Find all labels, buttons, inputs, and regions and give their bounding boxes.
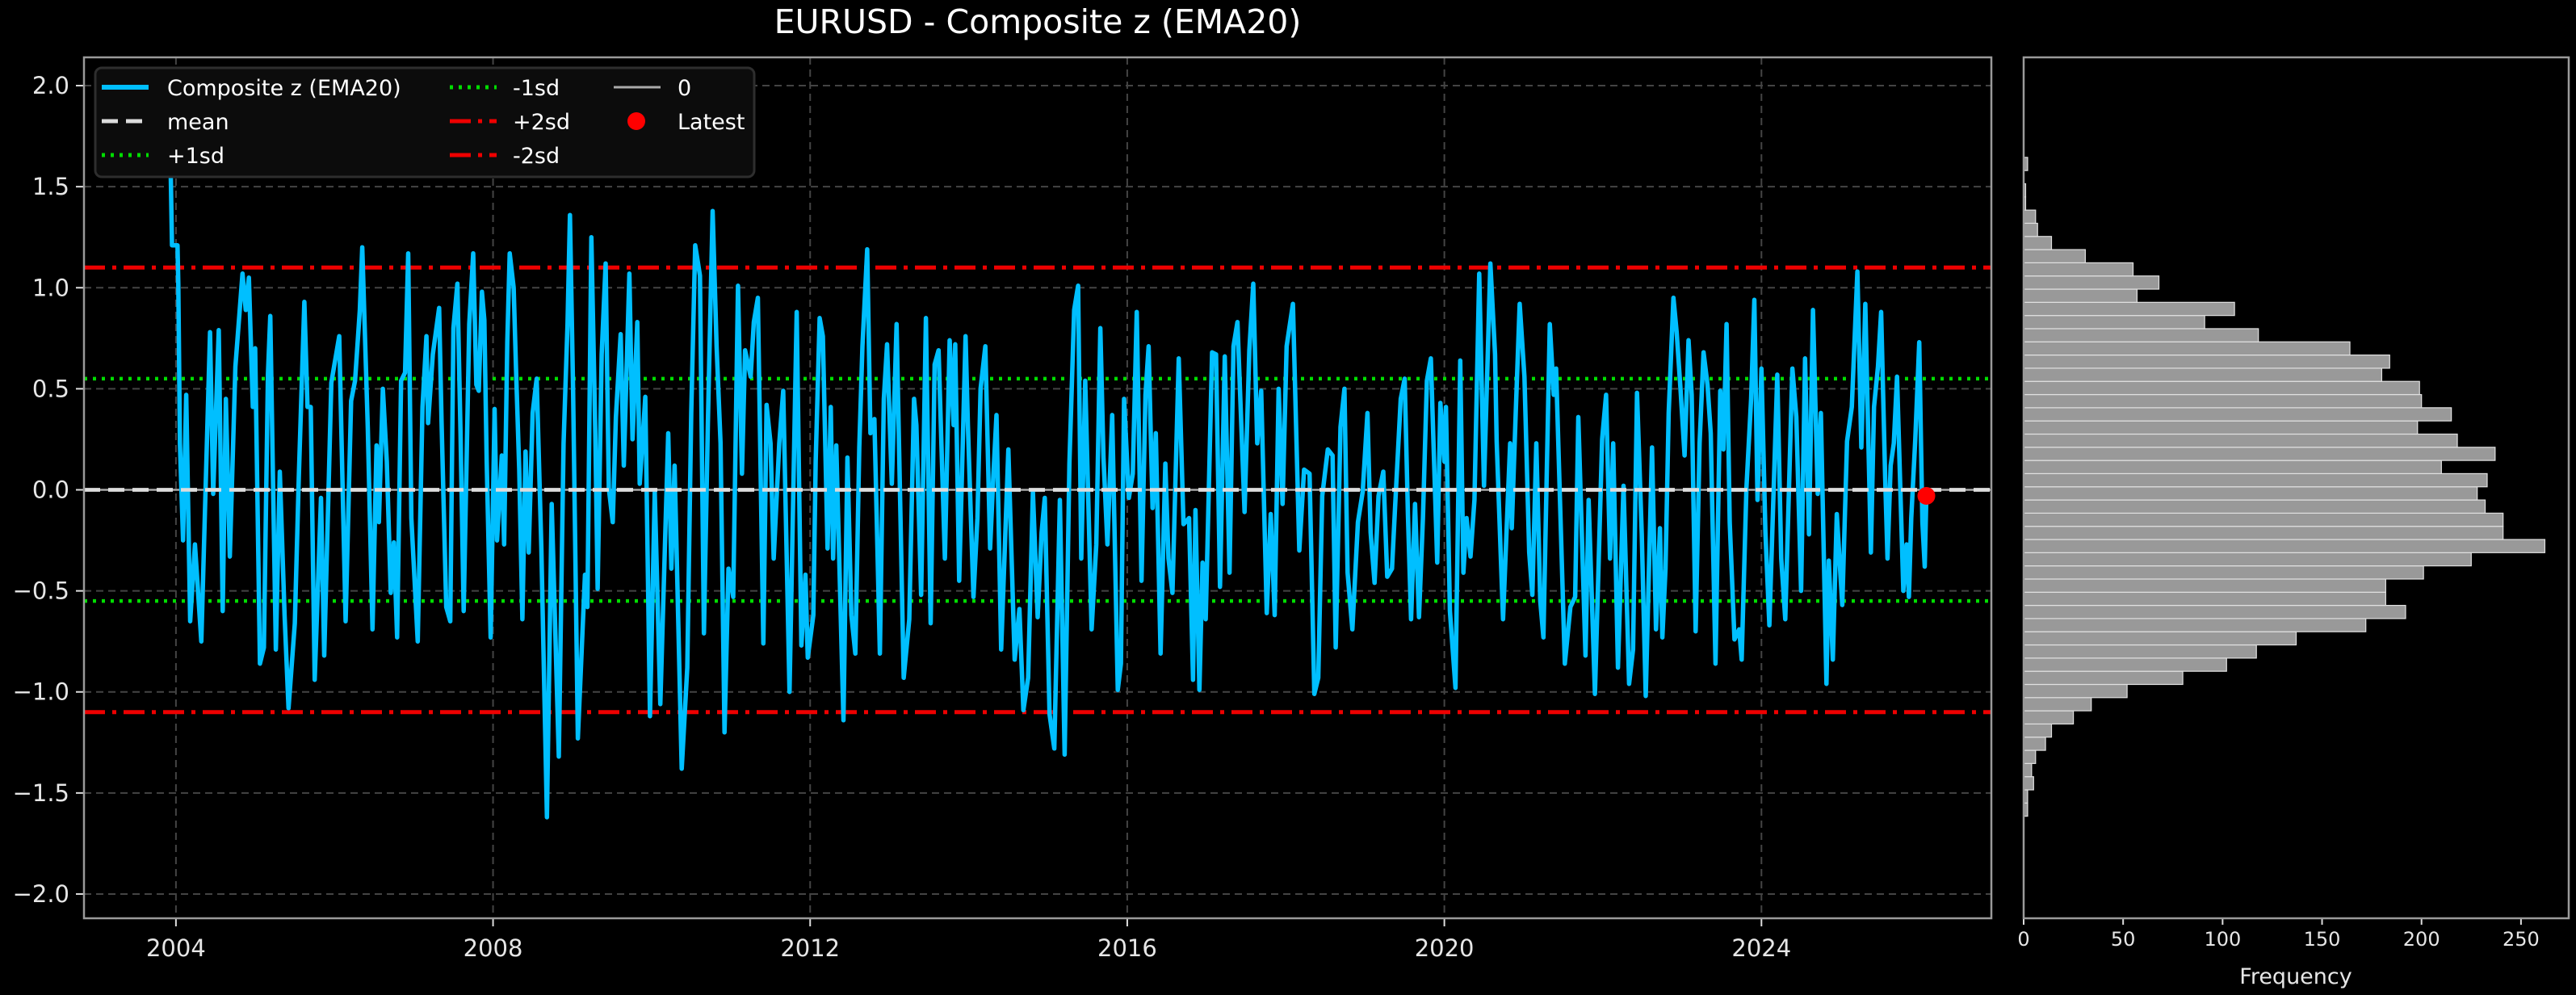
histogram-bar (2023, 236, 2053, 250)
chart-title: EURUSD - Composite z (EMA20) (774, 2, 1302, 41)
histogram-bar (2023, 749, 2037, 764)
histogram-bar (2023, 710, 2075, 725)
histogram-bar (2023, 433, 2458, 448)
histogram-bar (2023, 697, 2092, 712)
legend-item: +1sd (102, 144, 224, 169)
histogram-bar (2023, 604, 2406, 619)
histogram-bar (2023, 447, 2496, 461)
histogram-bar (2023, 539, 2546, 553)
histogram-bar (2023, 407, 2452, 422)
legend-marker-latest (627, 112, 645, 130)
legend-label: mean (167, 110, 229, 135)
legend-label: Latest (678, 110, 745, 135)
legend-item: -2sd (450, 144, 560, 169)
legend-item: Latest (627, 110, 745, 135)
histogram-bar (2023, 618, 2367, 632)
y-tick-label: 1.0 (32, 274, 69, 301)
legend-label: -2sd (513, 144, 560, 169)
histogram-bar (2023, 288, 2138, 303)
histogram-bar (2023, 393, 2423, 409)
legend-label: +2sd (513, 110, 570, 135)
histogram-bar (2023, 512, 2504, 527)
legend: Composite z (EMA20) mean +1sd -1sd +2sd -2sd 0… (94, 66, 756, 178)
histogram-bar (2023, 354, 2390, 369)
histogram-bar (2023, 262, 2134, 277)
histogram-bar (2023, 249, 2086, 263)
histogram-bar (2023, 209, 2037, 225)
histogram-bar (2023, 723, 2053, 738)
histogram-bar (2023, 341, 2351, 356)
hist-x-tick-label: 50 (2111, 928, 2136, 951)
histogram-axes-frame (2022, 56, 2570, 920)
histogram-bar (2023, 275, 2160, 290)
legend-label: +1sd (167, 144, 224, 169)
latest-layer (1917, 487, 1936, 506)
series-layer (84, 154, 1991, 820)
x-tick-label: 2012 (780, 934, 840, 962)
hist-x-tick-label: 250 (2503, 928, 2540, 951)
x-tick-label: 2024 (1731, 934, 1791, 962)
y-tick-label: 1.5 (32, 173, 69, 200)
histogram-bar (2023, 631, 2297, 646)
histogram-bar (2023, 367, 2383, 382)
histogram-axis-ticks: 0 50 100 150 200 250 (2017, 918, 2540, 951)
legend-item: Composite z (EMA20) (102, 76, 401, 101)
legend-label: 0 (678, 76, 691, 101)
x-tick-label: 2008 (464, 934, 523, 962)
histogram-bars (2023, 157, 2546, 817)
histogram-bar (2023, 301, 2235, 317)
y-tick-label: 0.0 (32, 477, 69, 504)
x-tick-label: 2020 (1415, 934, 1475, 962)
histogram-bar (2023, 222, 2038, 237)
histogram-bar (2023, 591, 2386, 607)
hist-x-tick-label: 100 (2204, 928, 2241, 951)
histogram-bar (2023, 499, 2486, 514)
histogram-bar (2023, 380, 2420, 396)
histogram-bar (2023, 472, 2488, 488)
histogram-x-label: Frequency (2239, 964, 2352, 989)
y-tick-label: −1.0 (13, 678, 69, 706)
legend-item: 0 (614, 76, 691, 101)
legend-box (94, 66, 756, 178)
series-line-composite-z (168, 154, 1929, 820)
y-tick-label: −0.5 (13, 577, 69, 605)
hist-x-tick-label: 0 (2017, 928, 2029, 951)
histogram-bar (2023, 737, 2046, 751)
legend-item: -1sd (450, 76, 560, 101)
legend-label: Composite z (EMA20) (167, 76, 401, 101)
histogram-bar (2023, 670, 2184, 686)
hist-x-tick-label: 200 (2403, 928, 2440, 951)
x-tick-label: 2016 (1097, 934, 1157, 962)
histogram-bar (2023, 486, 2478, 501)
histogram-bar (2023, 683, 2128, 699)
histogram-bar (2023, 657, 2227, 672)
main-axes-frame (82, 56, 1993, 920)
legend-item: mean (102, 110, 229, 135)
histogram-bar (2023, 420, 2419, 435)
y-tick-label: 0.5 (32, 375, 69, 402)
y-tick-label: −2.0 (13, 880, 69, 908)
y-tick-label: −1.5 (13, 779, 69, 807)
histogram-bar (2023, 315, 2205, 330)
latest-point-marker (1917, 487, 1936, 506)
main-axis-ticks: 2004 2008 2012 2016 2020 2024 2.0 1.5 1.0 0.5 0.0 −… (13, 72, 1792, 962)
x-tick-label: 2004 (146, 934, 206, 962)
histogram-bar (2023, 460, 2442, 475)
histogram-bar (2023, 328, 2259, 342)
legend-label: -1sd (513, 76, 560, 101)
histogram-bar (2023, 644, 2257, 659)
histogram-bar (2023, 762, 2033, 778)
hist-x-tick-label: 150 (2304, 928, 2341, 951)
histogram-bar (2023, 578, 2386, 593)
histogram-bar (2023, 552, 2472, 567)
histogram-bar (2023, 565, 2424, 580)
legend-item: +2sd (450, 110, 570, 135)
y-tick-label: 2.0 (32, 72, 69, 99)
histogram-bar (2023, 526, 2504, 540)
histogram-bar (2023, 776, 2034, 791)
